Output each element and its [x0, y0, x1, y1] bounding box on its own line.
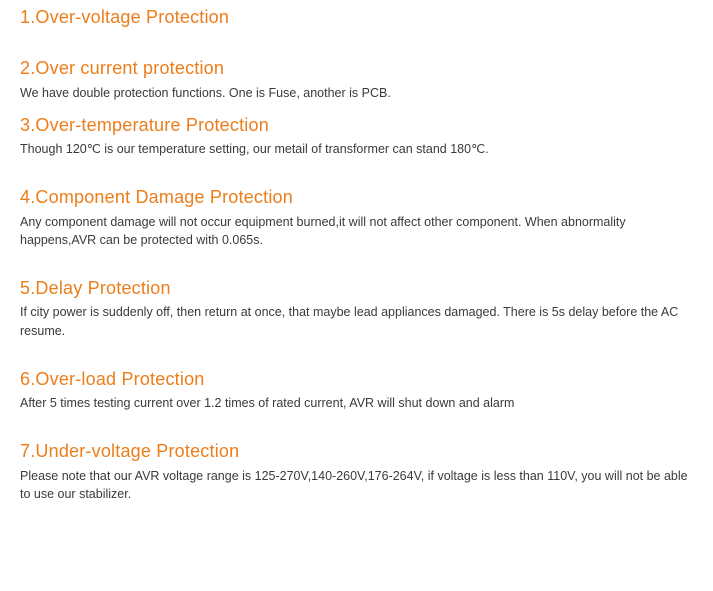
heading-over-voltage: 1.Over-voltage Protection — [20, 6, 693, 29]
desc-over-load: After 5 times testing current over 1.2 t… — [20, 394, 693, 412]
heading-under-voltage: 7.Under-voltage Protection — [20, 440, 693, 463]
heading-over-temperature: 3.Over-temperature Protection — [20, 114, 693, 137]
section-delay: 5.Delay Protection If city power is sudd… — [20, 277, 693, 340]
heading-delay: 5.Delay Protection — [20, 277, 693, 300]
protection-list: 1.Over-voltage Protection 2.Over current… — [0, 0, 713, 541]
section-component-damage: 4.Component Damage Protection Any compon… — [20, 186, 693, 249]
section-over-voltage: 1.Over-voltage Protection — [20, 6, 693, 29]
desc-over-temperature: Though 120℃ is our temperature setting, … — [20, 140, 693, 158]
desc-over-current: We have double protection functions. One… — [20, 84, 693, 102]
heading-component-damage: 4.Component Damage Protection — [20, 186, 693, 209]
section-under-voltage: 7.Under-voltage Protection Please note t… — [20, 440, 693, 503]
section-over-temperature: 3.Over-temperature Protection Though 120… — [20, 114, 693, 159]
desc-delay: If city power is suddenly off, then retu… — [20, 303, 693, 339]
section-over-current: 2.Over current protection We have double… — [20, 57, 693, 102]
section-over-load: 6.Over-load Protection After 5 times tes… — [20, 368, 693, 413]
heading-over-load: 6.Over-load Protection — [20, 368, 693, 391]
heading-over-current: 2.Over current protection — [20, 57, 693, 80]
desc-component-damage: Any component damage will not occur equi… — [20, 213, 693, 249]
desc-under-voltage: Please note that our AVR voltage range i… — [20, 467, 693, 503]
